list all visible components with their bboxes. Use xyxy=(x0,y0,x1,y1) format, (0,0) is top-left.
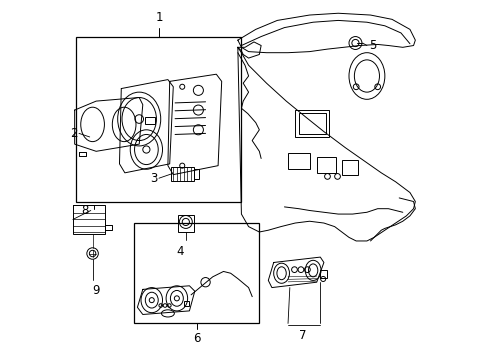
Bar xyxy=(145,117,155,125)
Bar xyxy=(76,37,242,202)
Text: 9: 9 xyxy=(93,284,100,297)
Text: 2: 2 xyxy=(70,127,77,140)
Bar xyxy=(317,157,337,173)
Text: 5: 5 xyxy=(368,39,376,52)
Bar xyxy=(194,169,199,179)
Bar xyxy=(288,153,310,169)
Text: 1: 1 xyxy=(155,11,163,24)
Bar xyxy=(320,270,327,278)
Text: 3: 3 xyxy=(150,172,157,185)
Bar xyxy=(134,223,259,323)
Text: 7: 7 xyxy=(298,329,306,342)
Bar xyxy=(184,301,190,306)
Bar xyxy=(299,113,326,134)
Text: 4: 4 xyxy=(177,244,184,257)
Text: 6: 6 xyxy=(193,332,200,345)
Bar xyxy=(178,215,194,232)
Bar xyxy=(172,167,194,181)
Bar xyxy=(73,205,105,234)
Bar xyxy=(342,160,358,175)
Bar xyxy=(295,110,329,137)
Text: 8: 8 xyxy=(82,204,89,217)
